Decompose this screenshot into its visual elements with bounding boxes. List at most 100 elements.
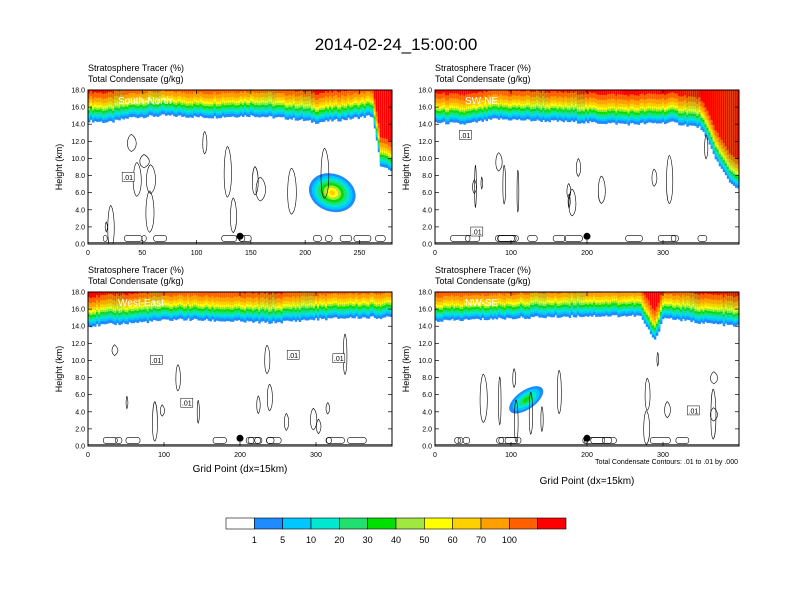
tracer-cell: [156, 90, 160, 98]
tracer-cell: [156, 90, 160, 93]
tracer-cell: [487, 90, 491, 95]
tracer-cell: [258, 90, 261, 94]
tracer-cell: [341, 292, 344, 295]
tracer-cell: [207, 90, 210, 95]
tracer-cell: [304, 90, 308, 97]
tracer-cell: [205, 90, 208, 94]
tracer-cell: [343, 292, 346, 295]
tracer-cell: [317, 292, 320, 297]
tracer-cell: [242, 90, 245, 98]
tracer-cell: [191, 292, 194, 301]
panel-subtitle: Total Condensate (g/kg): [435, 74, 531, 84]
tracer-cell: [308, 90, 312, 92]
tracer-cell: [294, 90, 298, 92]
tracer-cell: [674, 90, 677, 99]
tracer-cell: [98, 292, 101, 298]
tracer-cell: [613, 90, 616, 94]
contour-line: [267, 383, 273, 412]
tracer-cell: [197, 292, 200, 297]
tracer-cell: [108, 90, 111, 92]
tracer-cell: [501, 90, 505, 96]
tracer-cell: [329, 292, 332, 299]
tracer-cell: [461, 90, 464, 100]
tracer-cell: [187, 90, 190, 99]
tracer-cell: [540, 90, 543, 93]
tracer-cell: [98, 90, 101, 93]
tracer-cell: [544, 90, 547, 93]
tracer-cell: [258, 90, 261, 98]
tracer-cell: [229, 292, 233, 298]
tracer-cell: [465, 90, 468, 100]
tracer-cell: [96, 292, 99, 301]
contour-line: [666, 155, 674, 205]
tracer-cell: [128, 292, 131, 294]
tracer-cell: [451, 90, 454, 99]
tracer-cell: [629, 90, 632, 100]
tracer-cell: [302, 90, 306, 98]
tracer-cell: [377, 90, 381, 124]
tracer-cell: [282, 90, 285, 98]
tracer-cell: [308, 292, 312, 296]
tracer-cell: [377, 292, 381, 295]
tracer-cell: [670, 90, 673, 98]
tracer-cell: [345, 90, 348, 97]
tracer-cell: [591, 90, 594, 94]
tracer-cell: [130, 292, 133, 295]
contour-line: [316, 418, 322, 435]
tracer-cell: [623, 90, 626, 101]
tracer-cell: [205, 90, 208, 99]
tracer-cell: [132, 90, 136, 98]
tracer-cell: [319, 292, 322, 294]
tracer-cell: [280, 90, 283, 94]
tracer-cell: [349, 292, 352, 298]
panel-title: Stratosphere Tracer (%): [88, 265, 184, 275]
tracer-cell: [175, 292, 178, 301]
x-tick-label: 300: [657, 250, 669, 257]
tracer-cell: [627, 90, 630, 97]
tracer-cell: [98, 90, 101, 98]
tracer-cell: [607, 90, 610, 94]
x-tick-label: 150: [245, 250, 257, 257]
tracer-cell: [613, 90, 616, 99]
tracer-cell: [339, 292, 342, 299]
contour-line: [125, 437, 141, 444]
tracer-cell: [264, 90, 267, 94]
tracer-cell: [570, 90, 574, 97]
tracer-cell: [189, 90, 192, 94]
tracer-cell: [264, 292, 267, 299]
tracer-cell: [514, 90, 517, 96]
tracer-cell: [645, 90, 649, 100]
tracer-cell: [493, 90, 497, 99]
tracer-cell: [556, 90, 560, 93]
tracer-cell: [497, 90, 501, 96]
contour-line: [202, 131, 208, 155]
tracer-cell: [522, 90, 525, 97]
contour-line: [284, 413, 290, 431]
tracer-cell: [353, 292, 356, 299]
tracer-cell: [193, 90, 196, 97]
tracer-cell: [319, 90, 322, 93]
tracer-cell: [302, 90, 306, 92]
tracer-cell: [272, 292, 275, 298]
tracer-cell: [623, 90, 626, 95]
contour-line: [107, 205, 115, 244]
y-tick-label: 14.0: [418, 122, 432, 129]
tracer-cell: [558, 90, 562, 92]
tracer-cell: [357, 292, 360, 295]
tracer-cell: [639, 90, 643, 94]
tracer-cell: [505, 90, 509, 96]
tracer-cell: [562, 90, 566, 99]
contour-line: [310, 408, 318, 431]
tracer-cell: [102, 292, 105, 301]
tracer-cell: [260, 90, 263, 93]
tracer-cell: [355, 292, 358, 297]
y-axis-label: Height (km): [54, 144, 64, 191]
tracer-cell: [296, 90, 300, 97]
tracer-cell: [584, 90, 588, 98]
tracer-cell: [475, 90, 478, 99]
tracer-cell: [114, 90, 117, 96]
contour-label-box: [286, 350, 300, 360]
tracer-cell: [457, 90, 460, 94]
tracer-cell: [142, 90, 146, 99]
contour-line: [497, 235, 519, 242]
